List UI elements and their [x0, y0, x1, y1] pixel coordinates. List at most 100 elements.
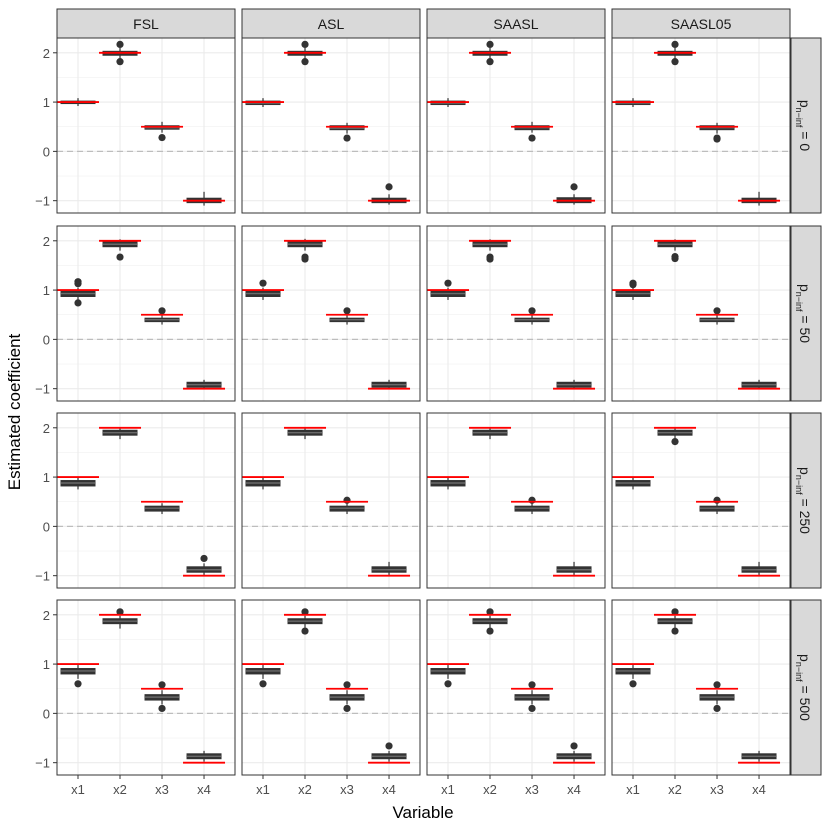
boxplot-x4 — [183, 554, 226, 577]
outlier-point — [116, 58, 124, 66]
outlier-point — [74, 299, 82, 307]
outlier-point — [116, 608, 124, 616]
panel-background — [612, 600, 790, 775]
y-axis-title: Estimated coefficient — [5, 333, 24, 490]
boxplot-x3 — [696, 496, 739, 515]
outlier-point — [301, 58, 309, 66]
outlier-point — [528, 134, 536, 142]
panel-border — [241, 225, 421, 402]
row-strip-label: pn−inf = 500 — [794, 654, 813, 721]
panel-r1-c2 — [241, 37, 421, 214]
outlier-point — [671, 58, 679, 66]
boxplot-x2 — [469, 608, 512, 635]
panel-r3-c1 — [56, 412, 236, 589]
outlier-point — [671, 40, 679, 49]
panel-r4-c3 — [426, 599, 606, 776]
panel-border — [426, 37, 606, 214]
boxplot-x3 — [696, 307, 739, 325]
boxplot-x2 — [654, 40, 697, 66]
boxplot-x1 — [57, 278, 100, 307]
outlier-point — [343, 307, 351, 315]
panel-r1-c4 — [611, 37, 791, 214]
boxplot-x4 — [553, 561, 596, 577]
column-strip-asl — [241, 8, 421, 39]
outlier-point — [671, 437, 679, 446]
boxplot-x4 — [738, 379, 781, 390]
boxplot-x4 — [183, 379, 226, 390]
panel-border — [241, 37, 421, 214]
outlier-point — [486, 627, 494, 635]
outlier-point — [158, 704, 166, 713]
boxplot-x1 — [427, 476, 470, 490]
boxplot-x2 — [654, 426, 697, 446]
x-tick-label: x2 — [113, 782, 127, 797]
outlier-point — [713, 681, 721, 689]
x-tick-label: x3 — [155, 782, 169, 797]
y-tick-label: 2 — [43, 46, 50, 61]
boxplot-x2 — [284, 426, 327, 440]
x-tick-label: x2 — [668, 782, 682, 797]
boxplot-x2 — [284, 238, 327, 263]
outlier-point — [116, 40, 124, 49]
y-tick-label: 2 — [43, 608, 50, 623]
boxplot-x3 — [141, 500, 184, 515]
outlier-point — [200, 554, 208, 563]
boxplot-x4 — [738, 191, 781, 206]
outlier-point — [343, 681, 351, 689]
panel-background — [612, 413, 790, 588]
panel-background — [242, 413, 420, 588]
outlier-point — [528, 307, 536, 315]
outlier-point — [158, 681, 166, 689]
outlier-point — [301, 255, 309, 263]
x-axis-title: Variable — [392, 803, 453, 822]
outlier-point — [385, 183, 393, 191]
outlier-point — [385, 742, 393, 750]
boxplot-x2 — [99, 239, 142, 261]
boxplot-x3 — [326, 496, 369, 515]
y-tick-label: 0 — [43, 706, 50, 721]
boxplot-x3 — [326, 307, 369, 325]
outlier-point — [486, 608, 494, 616]
panel-r1-c1 — [56, 37, 236, 214]
column-strip-saasl05 — [611, 8, 791, 39]
outlier-point — [343, 496, 351, 504]
boxplot-x2 — [99, 40, 142, 66]
boxplot-x4 — [553, 742, 596, 764]
outlier-point — [486, 58, 494, 66]
boxplot-x1 — [57, 663, 100, 688]
boxplot-x2 — [469, 239, 512, 263]
boxplot-x4 — [553, 379, 596, 390]
panel-border — [426, 599, 606, 776]
outlier-point — [158, 133, 166, 142]
outlier-point — [570, 183, 578, 191]
boxplot-x4 — [368, 183, 411, 205]
outlier-point — [301, 608, 309, 616]
x-tick-label: x4 — [752, 782, 766, 797]
outlier-point — [528, 681, 536, 689]
panel-r3-c3 — [426, 412, 606, 589]
row-strip — [790, 37, 822, 214]
outlier-point — [74, 280, 82, 288]
boxplot-x1 — [427, 663, 470, 688]
boxplot-x1 — [427, 98, 470, 108]
boxplot-x2 — [654, 608, 697, 635]
x-tick-label: x3 — [340, 782, 354, 797]
boxplot-x1 — [242, 98, 285, 108]
y-tick-label: −1 — [35, 756, 50, 771]
boxplot-x2 — [284, 608, 327, 635]
boxplot-x1 — [612, 98, 655, 108]
panel-border — [56, 599, 236, 776]
y-tick-label: 0 — [43, 144, 50, 159]
row-strip — [790, 599, 822, 776]
boxplot-x2 — [469, 40, 512, 66]
panel-r2-c4 — [611, 225, 791, 402]
row-strip-label: pn−inf = 50 — [794, 284, 813, 343]
panel-border — [56, 412, 236, 589]
panel-border — [611, 225, 791, 402]
outlier-point — [570, 742, 578, 750]
boxplot-x4 — [738, 750, 781, 764]
x-tick-label: x2 — [483, 782, 497, 797]
outlier-point — [629, 680, 637, 688]
